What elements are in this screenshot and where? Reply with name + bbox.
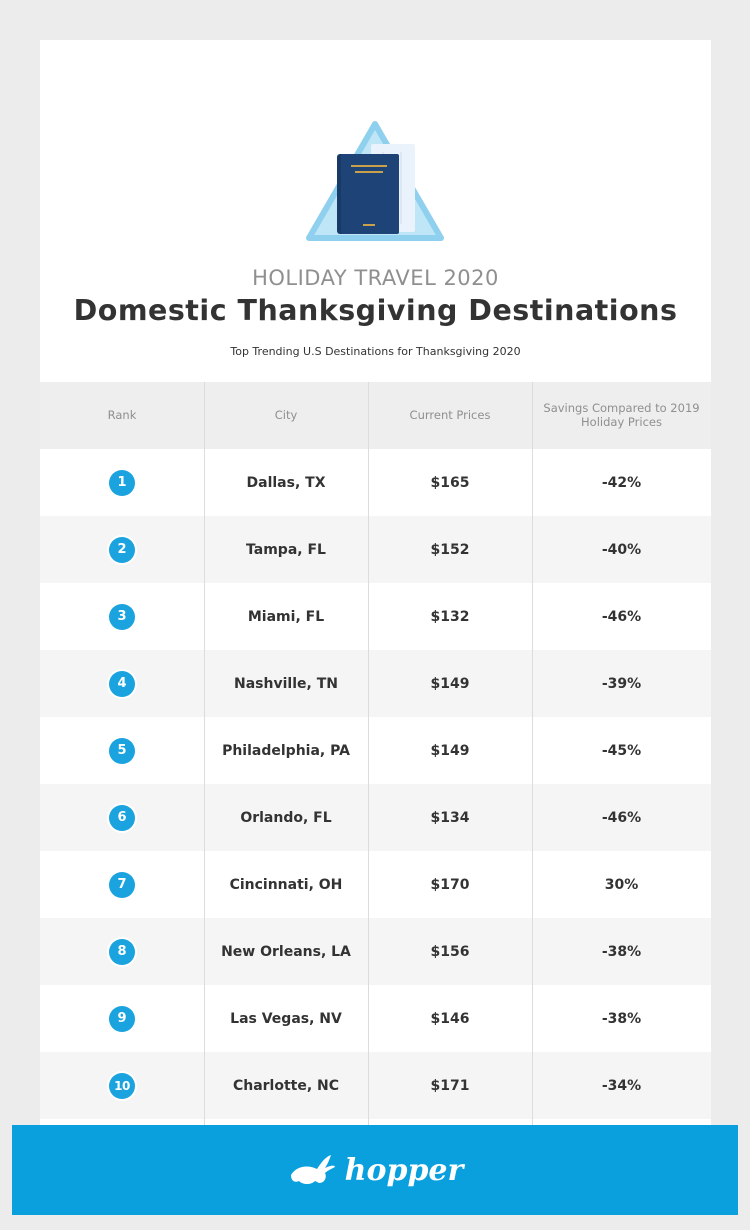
price-cell: $152 — [430, 541, 470, 558]
rank-cell: 7 — [40, 851, 204, 918]
savings-cell: -45% — [601, 742, 642, 759]
city-cell: Nashville, TN — [234, 675, 338, 692]
rank-badge: 2 — [109, 536, 135, 563]
savings-cell: -38% — [601, 943, 642, 960]
table-row: 9 Las Vegas, NV $146 -38% — [40, 985, 711, 1052]
price-cell: $134 — [430, 809, 470, 826]
rank-badge: 1 — [109, 469, 135, 496]
rank-cell: 8 — [40, 918, 204, 985]
price-cell: $149 — [430, 675, 470, 692]
rank-cell: 10 — [40, 1052, 204, 1119]
savings-cell: -40% — [601, 541, 642, 558]
rank-badge: 6 — [109, 804, 135, 831]
passport-ticket-icon — [306, 121, 444, 241]
rank-cell: 3 — [40, 583, 204, 650]
rank-cell: 4 — [40, 650, 204, 717]
savings-cell: -38% — [601, 1010, 642, 1027]
tagline: Top Trending U.S Destinations for Thanks… — [230, 345, 521, 358]
bunny-icon — [290, 1155, 335, 1184]
destinations-table: Rank City Current Prices Savings Compare… — [40, 382, 711, 1125]
savings-cell: -42% — [601, 474, 642, 491]
header-city: City — [274, 407, 298, 422]
savings-cell: -46% — [601, 608, 642, 625]
page-title: Domestic Thanksgiving Destinations — [73, 294, 678, 327]
table-row: 8 New Orleans, LA $156 -38% — [40, 918, 711, 985]
city-cell: Las Vegas, NV — [230, 1010, 342, 1027]
table-row: 3 Miami, FL $132 -46% — [40, 583, 711, 650]
table-row: 5 Philadelphia, PA $149 -45% — [40, 717, 711, 784]
table-row: 7 Cincinnati, OH $170 30% — [40, 851, 711, 918]
header-rank: Rank — [107, 407, 137, 422]
column-divider — [204, 382, 205, 1125]
savings-cell: -39% — [601, 675, 642, 692]
table-row: 6 Orlando, FL $134 -46% — [40, 784, 711, 851]
subtitle-top: HOLIDAY TRAVEL 2020 — [252, 266, 499, 290]
infographic-card: HOLIDAY TRAVEL 2020 Domestic Thanksgivin… — [40, 40, 711, 1125]
city-cell: Philadelphia, PA — [222, 742, 350, 759]
city-cell: Miami, FL — [247, 608, 325, 625]
price-cell: $171 — [430, 1077, 470, 1094]
hero-section: HOLIDAY TRAVEL 2020 Domestic Thanksgivin… — [40, 40, 711, 382]
savings-cell: 30% — [604, 876, 639, 893]
city-cell: Charlotte, NC — [232, 1077, 340, 1094]
city-cell: Tampa, FL — [246, 541, 326, 558]
rank-cell: 6 — [40, 784, 204, 851]
header-savings: Savings Compared to 2019 Holiday Prices — [543, 401, 700, 429]
table-row: 2 Tampa, FL $152 -40% — [40, 516, 711, 583]
price-cell: $146 — [430, 1010, 470, 1027]
city-cell: Orlando, FL — [240, 809, 332, 826]
savings-cell: -46% — [601, 809, 642, 826]
header-price: Current Prices — [409, 407, 491, 422]
table-row: 4 Nashville, TN $149 -39% — [40, 650, 711, 717]
rank-cell: 2 — [40, 516, 204, 583]
price-cell: $149 — [430, 742, 470, 759]
table-header: Rank City Current Prices Savings Compare… — [40, 382, 711, 449]
rank-badge: 4 — [109, 670, 135, 697]
city-cell: Dallas, TX — [246, 474, 326, 491]
rank-badge: 9 — [109, 1005, 135, 1032]
price-cell: $132 — [430, 608, 470, 625]
hopper-logo-text: hopper — [344, 1152, 464, 1188]
price-cell: $165 — [430, 474, 470, 491]
rank-badge: 10 — [109, 1072, 135, 1099]
rank-badge: 7 — [109, 871, 135, 898]
city-cell: New Orleans, LA — [221, 943, 351, 960]
footer-banner: hopper — [12, 1125, 738, 1215]
city-cell: Cincinnati, OH — [229, 876, 343, 893]
table-row: 10 Charlotte, NC $171 -34% — [40, 1052, 711, 1119]
table-row: 1 Dallas, TX $165 -42% — [40, 449, 711, 516]
rank-cell: 9 — [40, 985, 204, 1052]
rank-cell: 5 — [40, 717, 204, 784]
rank-cell: 1 — [40, 449, 204, 516]
rank-badge: 8 — [109, 938, 135, 965]
price-cell: $156 — [430, 943, 470, 960]
rank-badge: 3 — [109, 603, 135, 630]
price-cell: $170 — [430, 876, 470, 893]
rank-badge: 5 — [109, 737, 135, 764]
column-divider — [368, 382, 369, 1125]
column-divider — [532, 382, 533, 1125]
savings-cell: -34% — [601, 1077, 642, 1094]
